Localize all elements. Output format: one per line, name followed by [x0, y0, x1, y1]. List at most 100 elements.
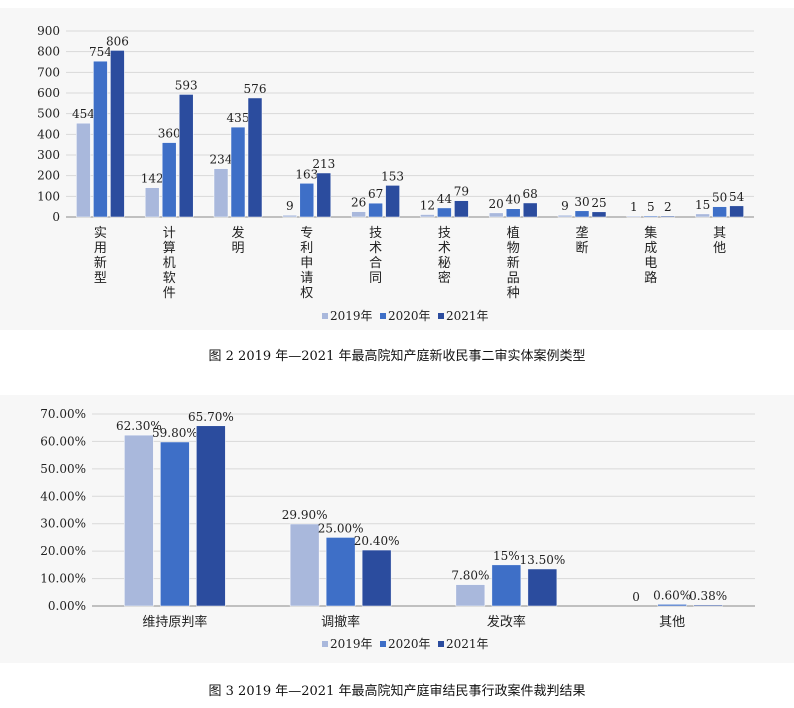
y-tick-label: 300	[37, 148, 60, 162]
bar	[124, 434, 154, 607]
bar	[420, 214, 435, 218]
x-tick-label: 用	[94, 241, 107, 256]
data-label: 68	[523, 187, 538, 201]
legend-label: 2019年	[330, 309, 373, 323]
x-tick-label: 发	[231, 225, 244, 241]
x-tick-label: 发改率	[487, 614, 526, 630]
bar	[110, 50, 125, 218]
data-label: 50	[712, 191, 727, 205]
bar	[729, 205, 744, 218]
legend-swatch	[380, 313, 386, 319]
legend-label: 2020年	[388, 309, 431, 323]
bar	[144, 187, 160, 218]
x-tick-label: 件	[163, 286, 176, 301]
y-tick-label: 400	[37, 127, 60, 141]
x-tick-label: 型	[94, 271, 107, 286]
data-label: 25	[591, 196, 606, 210]
chart-panel-case-types: 0 100 200 300 400 500 600 700 800 900 454 754 806 实用新…	[0, 8, 794, 330]
data-label: 12	[420, 199, 435, 213]
x-tick-label: 软	[163, 271, 176, 286]
data-label: 7.80%	[451, 569, 489, 583]
data-label: 20.40%	[354, 534, 400, 548]
legend-swatch	[380, 641, 386, 647]
data-label: 360	[158, 127, 181, 141]
y-tick-label: 800	[37, 45, 60, 59]
bar	[693, 604, 723, 607]
bar	[161, 142, 177, 218]
bar	[196, 425, 226, 607]
legend-swatch	[322, 641, 328, 647]
x-tick-label: 新	[94, 255, 107, 271]
bar	[361, 549, 392, 607]
data-label: 806	[106, 34, 129, 48]
bar	[213, 168, 229, 218]
x-tick-label: 品	[507, 271, 520, 286]
x-tick-label: 成	[644, 241, 657, 256]
data-label: 26	[351, 196, 366, 210]
bar	[160, 441, 190, 607]
legend-swatch	[438, 641, 444, 647]
data-label: 62.30%	[116, 419, 162, 433]
data-label: 25.00%	[318, 521, 364, 535]
x-tick-label: 种	[507, 286, 520, 301]
bar	[385, 185, 400, 218]
data-label: 13.50%	[519, 553, 565, 567]
x-tick-label: 专	[300, 226, 313, 241]
x-tick-label: 明	[231, 241, 244, 256]
bar	[491, 564, 522, 607]
bar	[455, 584, 486, 607]
data-label: 15	[695, 198, 710, 212]
bar	[351, 211, 366, 218]
legend-swatch	[322, 313, 328, 319]
x-tick-label: 术	[369, 241, 382, 256]
y-tick-label: 0	[52, 210, 60, 224]
bar	[368, 202, 383, 218]
figure-caption-2: 图 2 2019 年—2021 年最高院知产庭新收民事二审实体案例类型	[208, 349, 586, 364]
x-tick-label: 电	[644, 256, 657, 271]
data-label: 754	[89, 45, 112, 59]
bar	[527, 568, 558, 607]
data-label: 15%	[493, 549, 520, 563]
x-tick-label: 他	[713, 241, 726, 256]
data-label: 593	[175, 78, 198, 92]
x-tick-label: 其他	[659, 615, 685, 630]
x-tick-label: 术	[438, 241, 451, 256]
data-label: 20	[489, 197, 504, 211]
data-label: 435	[227, 111, 250, 125]
x-tick-label: 秘	[438, 256, 451, 271]
data-label: 79	[454, 185, 469, 199]
x-tick-label: 合	[369, 256, 382, 271]
x-tick-label: 同	[369, 271, 382, 286]
data-label: 29.90%	[282, 508, 328, 522]
legend-label: 2021年	[446, 309, 489, 323]
bar	[574, 210, 590, 218]
y-tick-label: 0.00%	[48, 599, 86, 613]
y-tick-label: 900	[37, 24, 60, 38]
data-label: 454	[72, 107, 95, 121]
data-label: 1	[630, 200, 638, 214]
data-label: 9	[286, 199, 294, 213]
data-label: 142	[141, 172, 164, 186]
x-tick-label: 利	[300, 241, 313, 256]
chart-panel-judgment-results: 0.00% 10.00% 20.00% 30.00% 40.00% 50.00% 60.00…	[0, 395, 794, 663]
bar	[505, 208, 521, 218]
bar	[93, 60, 108, 218]
data-label: 576	[244, 82, 267, 96]
bar	[178, 94, 194, 218]
x-tick-label: 密	[438, 270, 451, 286]
bar	[437, 207, 452, 218]
judgment-results-bar-chart: 0.00% 10.00% 20.00% 30.00% 40.00% 50.00% 60.00…	[40, 407, 755, 651]
bar	[660, 215, 676, 218]
legend-swatch	[438, 313, 444, 319]
data-label: 2	[664, 200, 672, 214]
x-tick-label: 植	[507, 226, 520, 241]
y-tick-label: 50.00%	[40, 462, 86, 476]
figure-caption-3: 图 3 2019 年—2021 年最高院知产庭审结民事行政案件裁判结果	[208, 684, 586, 699]
x-tick-label: 新	[507, 255, 520, 271]
data-label: 5	[647, 200, 655, 214]
data-label: 9	[561, 199, 569, 213]
y-tick-label: 200	[37, 169, 60, 183]
legend-label: 2020年	[388, 637, 431, 651]
y-tick-label: 500	[37, 107, 60, 121]
